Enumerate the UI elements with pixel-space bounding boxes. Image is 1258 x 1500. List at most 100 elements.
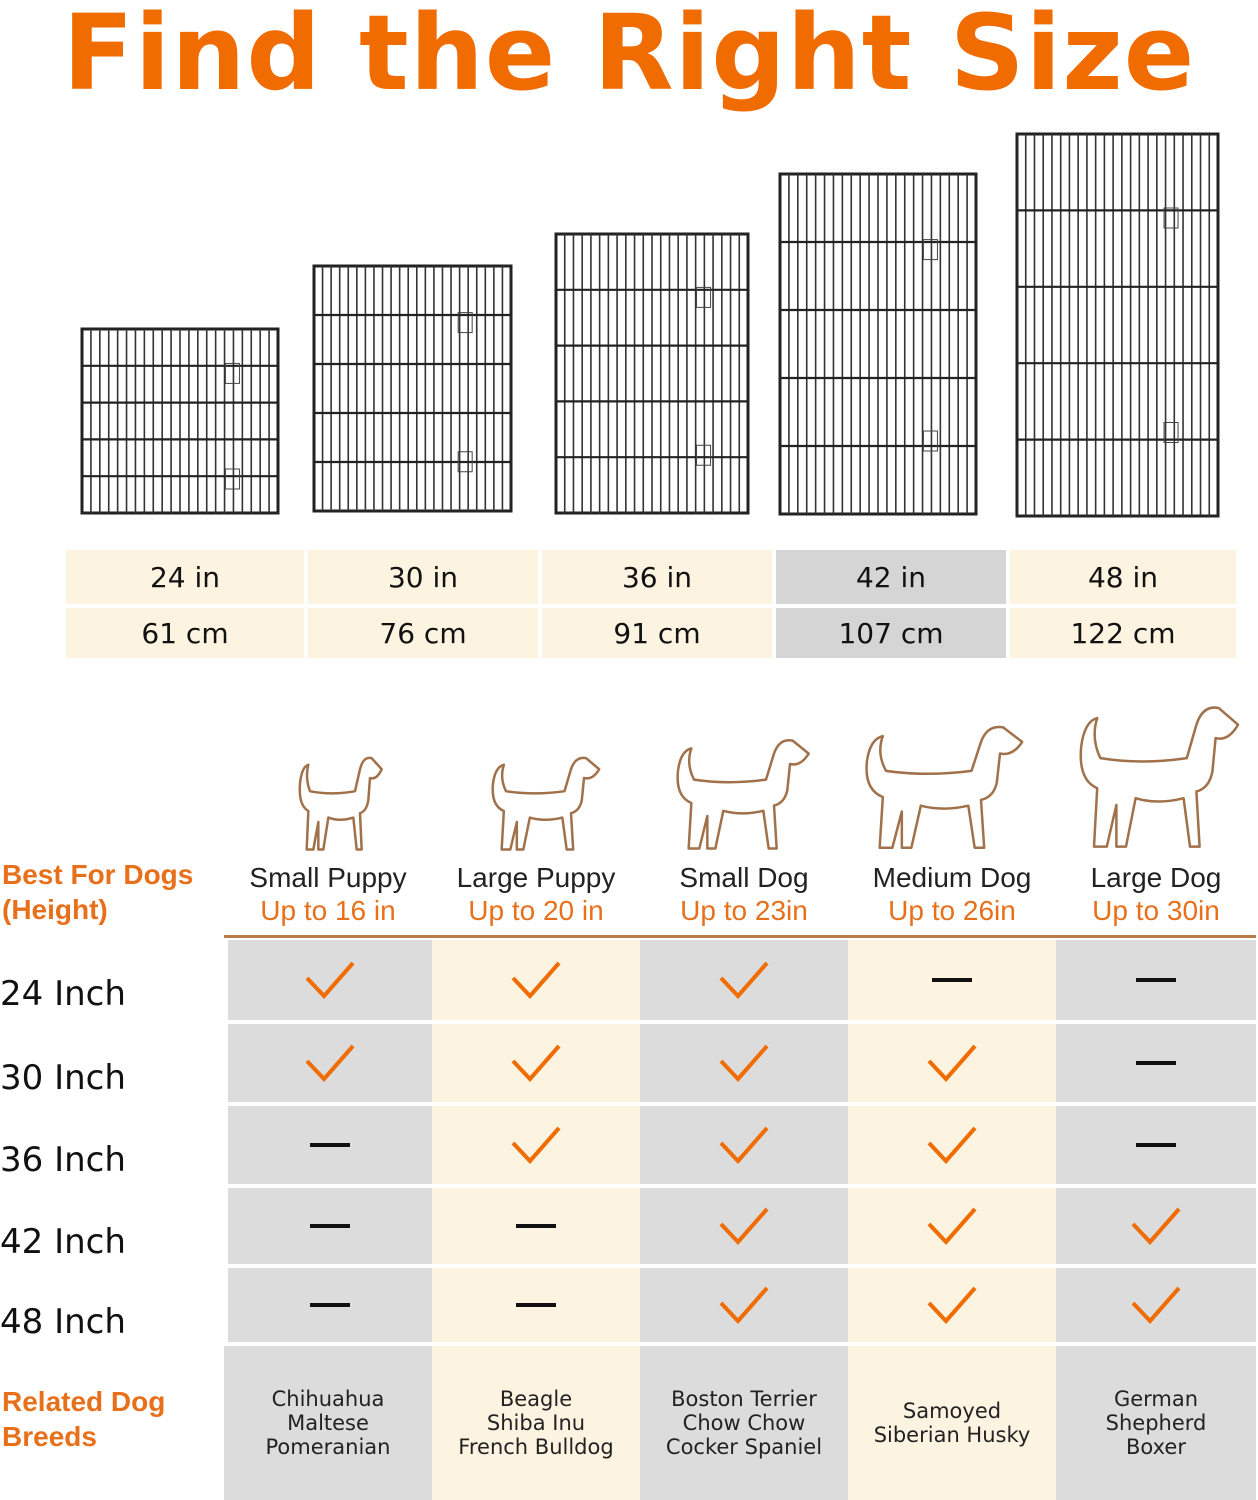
pen-image-2 bbox=[312, 262, 515, 519]
dog-category: Small Puppy Up to 16 in bbox=[224, 861, 432, 927]
dog-size-name: Large Dog bbox=[1090, 862, 1222, 893]
dash-icon bbox=[1136, 978, 1176, 982]
breed-name: Boxer bbox=[1126, 1435, 1186, 1459]
fit-cell bbox=[640, 1024, 848, 1102]
related-breeds-cell: Boston Terrier Chow Chow Cocker Spaniel bbox=[640, 1346, 848, 1500]
related-breeds-cell: German Shepherd Boxer bbox=[1056, 1346, 1256, 1500]
row-label: 30 Inch bbox=[0, 1058, 126, 1098]
dog-height: Up to 20 in bbox=[468, 895, 604, 926]
breed-name: Shepherd bbox=[1105, 1411, 1207, 1435]
header-divider bbox=[224, 935, 1256, 938]
check-icon bbox=[927, 1286, 977, 1324]
dog-height: Up to 16 in bbox=[260, 895, 396, 926]
fit-cell bbox=[640, 940, 848, 1020]
check-icon bbox=[511, 961, 561, 999]
breed-name: Chow Chow bbox=[682, 1411, 806, 1435]
dog-silhouette-icon bbox=[290, 745, 390, 859]
pen-image-4 bbox=[778, 170, 980, 522]
size-cm-cell: 61 cm bbox=[66, 608, 304, 658]
size-in-cell: 36 in bbox=[542, 550, 772, 604]
breed-name: Beagle bbox=[499, 1387, 573, 1411]
dash-icon bbox=[1136, 1143, 1176, 1147]
check-icon bbox=[719, 1126, 769, 1164]
no-fit-cell bbox=[848, 940, 1056, 1020]
fit-cell bbox=[848, 1188, 1056, 1264]
dash-icon bbox=[310, 1224, 350, 1228]
fit-cell bbox=[432, 940, 640, 1020]
breed-name: Chihuahua bbox=[271, 1387, 385, 1411]
fit-cell bbox=[228, 940, 432, 1020]
related-breeds-label: Related Dog Breeds bbox=[2, 1386, 166, 1452]
fit-cell bbox=[228, 1024, 432, 1102]
check-icon bbox=[511, 1126, 561, 1164]
related-breeds-cell: Samoyed Siberian Husky bbox=[848, 1346, 1056, 1500]
dog-category: Small Dog Up to 23in bbox=[640, 861, 848, 927]
dog-size-name: Small Puppy bbox=[249, 862, 407, 893]
size-cm-cell: 91 cm bbox=[542, 608, 772, 658]
dash-icon bbox=[516, 1224, 556, 1228]
dog-size-name: Small Dog bbox=[679, 862, 809, 893]
dog-category: Large Puppy Up to 20 in bbox=[432, 861, 640, 927]
dash-icon bbox=[516, 1303, 556, 1307]
fit-cell bbox=[1056, 1268, 1256, 1342]
dash-icon bbox=[310, 1143, 350, 1147]
no-fit-cell bbox=[1056, 940, 1256, 1020]
breed-name: Cocker Spaniel bbox=[665, 1435, 823, 1459]
row-label: 42 Inch bbox=[0, 1222, 126, 1262]
breed-name: French Bulldog bbox=[458, 1435, 614, 1459]
dog-height: Up to 26in bbox=[888, 895, 1016, 926]
breed-name: Pomeranian bbox=[265, 1435, 391, 1459]
check-icon bbox=[1131, 1207, 1181, 1245]
size-in-cell: 42 in bbox=[776, 550, 1006, 604]
size-cm-cell: 76 cm bbox=[308, 608, 538, 658]
related-breeds-cell: Beagle Shiba Inu French Bulldog bbox=[432, 1346, 640, 1500]
row-label: 48 Inch bbox=[0, 1302, 126, 1342]
dog-silhouette-icon bbox=[480, 745, 610, 859]
no-fit-cell bbox=[1056, 1106, 1256, 1184]
fit-cell bbox=[432, 1024, 640, 1102]
check-icon bbox=[305, 1044, 355, 1082]
no-fit-cell bbox=[1056, 1024, 1256, 1102]
row-label: 36 Inch bbox=[0, 1140, 126, 1180]
dog-category: Large Dog Up to 30in bbox=[1056, 861, 1256, 927]
related-breeds-cell: Chihuahua Maltese Pomeranian bbox=[224, 1346, 432, 1500]
breed-name: Boston Terrier bbox=[671, 1387, 817, 1411]
no-fit-cell bbox=[228, 1106, 432, 1184]
breed-name: Shiba Inu bbox=[486, 1411, 586, 1435]
dash-icon bbox=[1136, 1061, 1176, 1065]
size-in-cell: 24 in bbox=[66, 550, 304, 604]
breed-name: Samoyed bbox=[902, 1399, 1002, 1423]
fit-cell bbox=[432, 1106, 640, 1184]
no-fit-cell bbox=[432, 1268, 640, 1342]
check-icon bbox=[927, 1207, 977, 1245]
fit-cell bbox=[640, 1188, 848, 1264]
breed-name: Maltese bbox=[287, 1411, 369, 1435]
dog-silhouette-icon bbox=[848, 710, 1038, 859]
best-for-label: Best For Dogs (Height) bbox=[2, 859, 194, 925]
check-icon bbox=[719, 1044, 769, 1082]
dash-icon bbox=[932, 978, 972, 982]
check-icon bbox=[719, 961, 769, 999]
fit-cell bbox=[848, 1268, 1056, 1342]
no-fit-cell bbox=[228, 1188, 432, 1264]
size-in-cell: 48 in bbox=[1010, 550, 1236, 604]
check-icon bbox=[305, 961, 355, 999]
fit-cell bbox=[640, 1268, 848, 1342]
dog-height: Up to 23in bbox=[680, 895, 808, 926]
pen-image-1 bbox=[80, 325, 282, 521]
check-icon bbox=[719, 1286, 769, 1324]
check-icon bbox=[719, 1207, 769, 1245]
fit-cell bbox=[640, 1106, 848, 1184]
dog-height: Up to 30in bbox=[1092, 895, 1220, 926]
breed-name: German bbox=[1113, 1387, 1199, 1411]
row-label: 24 Inch bbox=[0, 974, 126, 1014]
no-fit-cell bbox=[228, 1268, 432, 1342]
page-title: Find the Right Size bbox=[62, 0, 1196, 114]
no-fit-cell bbox=[432, 1188, 640, 1264]
dash-icon bbox=[310, 1303, 350, 1307]
pen-image-5 bbox=[1015, 130, 1222, 524]
dog-size-name: Medium Dog bbox=[872, 862, 1032, 893]
check-icon bbox=[927, 1126, 977, 1164]
dog-silhouette-icon bbox=[1062, 688, 1254, 859]
pen-image-3 bbox=[554, 230, 752, 521]
